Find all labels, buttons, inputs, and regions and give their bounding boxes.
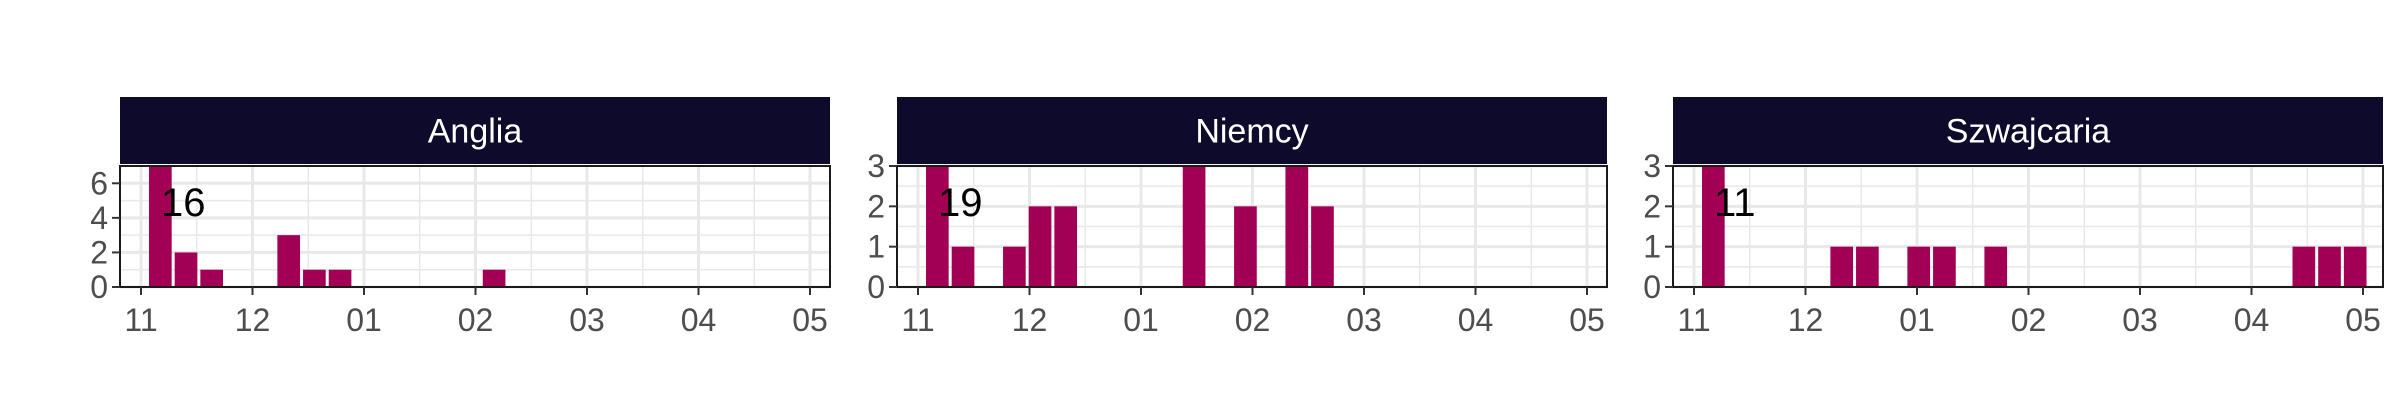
facet-label: Anglia [428,113,523,151]
bar [1234,206,1257,287]
y-tick-label: 6 [90,165,108,201]
bar [1830,246,1854,287]
x-tick-label: 02 [2011,302,2047,338]
count-annotation: 19 [938,181,983,225]
bar [1907,246,1931,287]
x-tick-label: 11 [901,302,934,338]
bar [174,252,198,287]
bar [2343,246,2367,287]
x-tick-label: 05 [1569,302,1605,338]
bar [1054,206,1078,287]
count-annotation: 16 [161,181,206,225]
x-tick-label: 04 [681,302,717,338]
bar [1702,166,1725,287]
x-tick-label: 04 [2234,302,2270,338]
facet-label: Szwajcaria [1946,113,2110,151]
x-tick-label: 01 [1123,302,1159,338]
bar [1028,206,1052,287]
y-tick-label: 0 [90,269,108,305]
y-tick-label: 1 [867,229,885,265]
bar [303,269,326,287]
y-tick-label: 2 [867,188,885,224]
y-tick-label: 3 [867,148,885,184]
x-tick-label: 03 [569,302,605,338]
bar [951,246,975,287]
x-tick-label: 04 [1458,302,1494,338]
x-tick-label: 12 [1012,302,1048,338]
bar [1003,246,1026,287]
bar [277,235,301,287]
x-tick-label: 02 [1235,302,1271,338]
bar [1311,206,1334,287]
y-tick-label: 0 [867,269,885,305]
x-tick-label: 01 [346,302,382,338]
facet-strip [897,97,1607,164]
x-tick-label: 03 [1346,302,1382,338]
y-tick-label: 2 [90,234,108,270]
count-annotation: 11 [1714,181,1756,225]
bar [926,166,949,287]
x-tick-label: 12 [1788,302,1824,338]
y-tick-label: 1 [1643,229,1661,265]
x-tick-label: 02 [458,302,494,338]
facet-strip [1673,97,2383,164]
x-tick-label: 05 [792,302,828,338]
x-tick-label: 11 [1677,302,1710,338]
x-tick-label: 05 [2345,302,2381,338]
bar [149,166,172,287]
y-tick-label: 3 [1643,148,1661,184]
bar [2292,246,2316,287]
facet-label: Niemcy [1195,113,1308,151]
y-tick-label: 2 [1643,188,1661,224]
bar [1182,166,1206,287]
bar [328,269,352,287]
bar [1933,246,1956,287]
y-tick-label: 4 [90,200,108,236]
bar [1285,166,1309,287]
bar [482,269,506,287]
y-tick-label: 0 [1643,269,1661,305]
bar [200,269,224,287]
bar [1984,246,2008,287]
bar [2318,246,2341,287]
x-tick-label: 03 [2122,302,2158,338]
x-tick-label: 12 [235,302,271,338]
x-tick-label: 01 [1899,302,1935,338]
facet-strip [120,97,830,164]
bar [1856,246,1879,287]
x-tick-label: 11 [124,302,157,338]
